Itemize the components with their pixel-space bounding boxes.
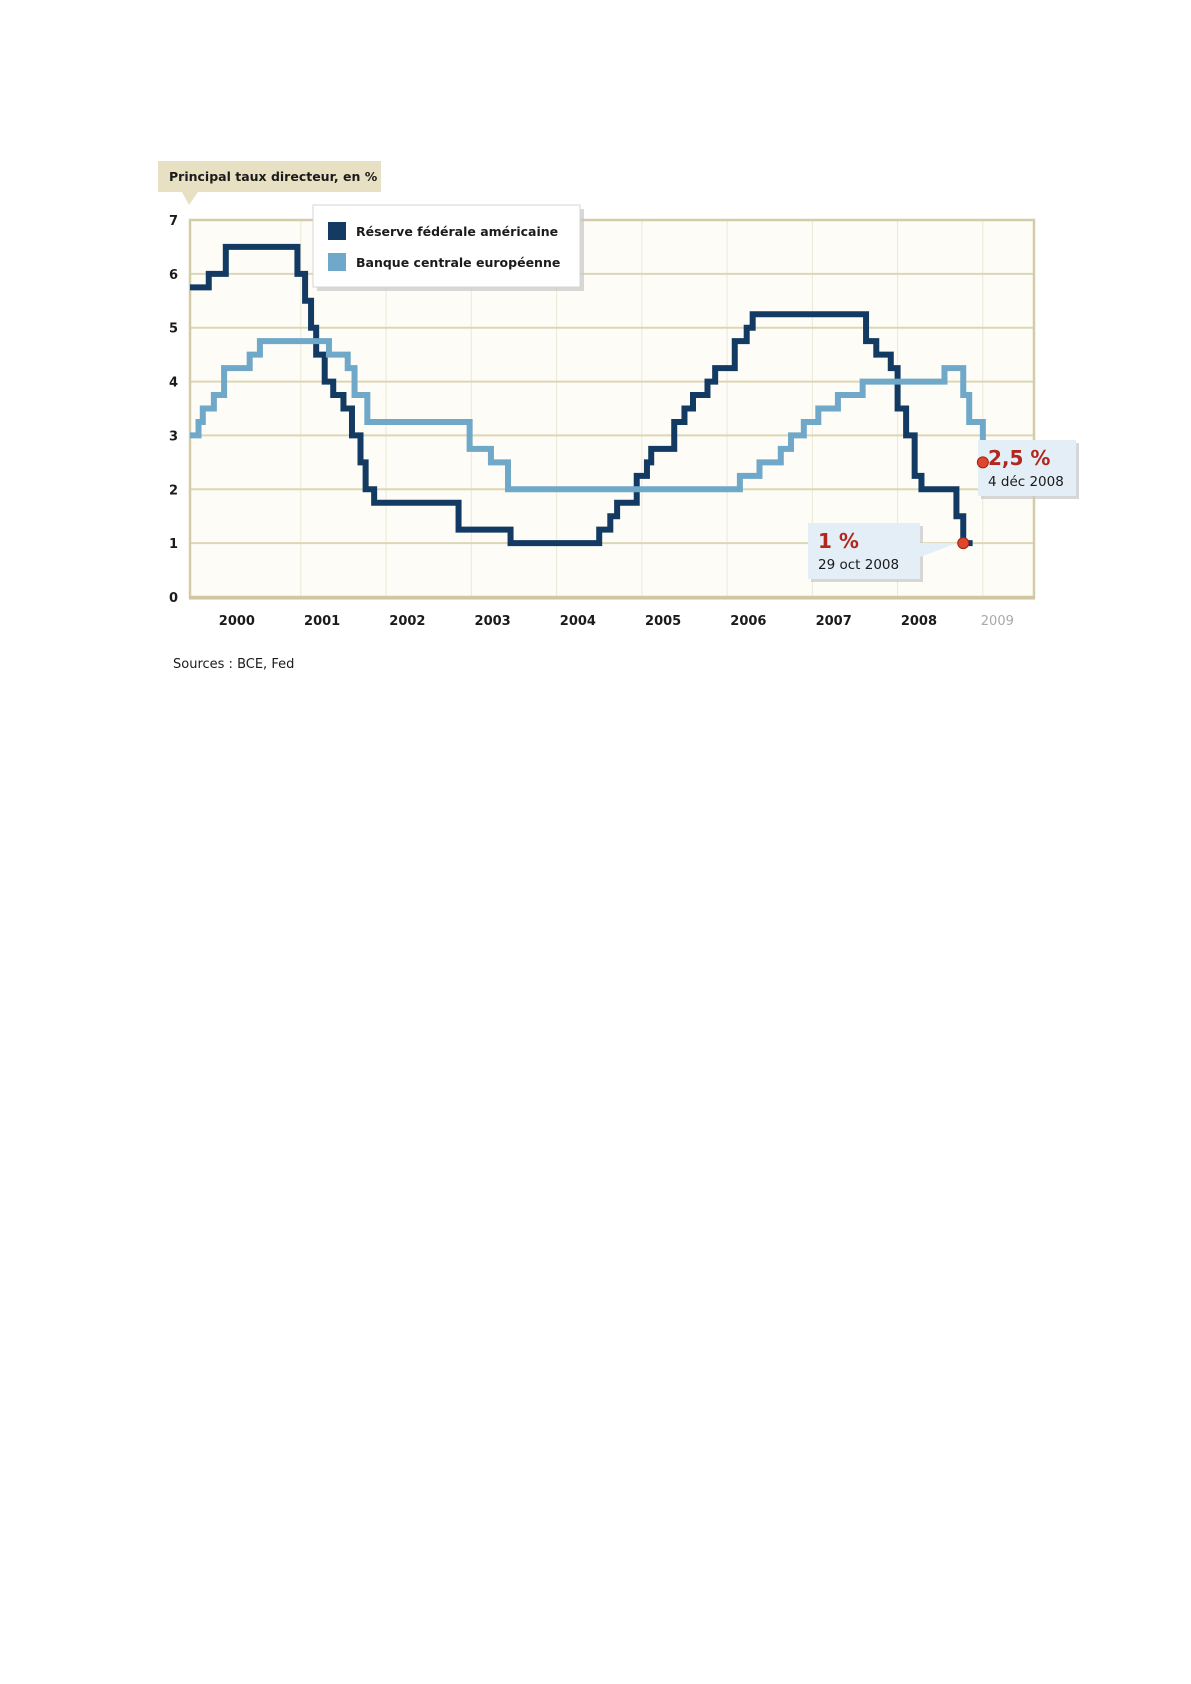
x-tick-label: 2003	[475, 614, 511, 629]
y-tick-label: 5	[169, 322, 178, 337]
ecb-rate-line	[190, 338, 986, 493]
y-tick-label: 7	[169, 214, 178, 229]
x-tick-label: 2005	[645, 614, 681, 629]
x-tick-label: 2006	[730, 614, 766, 629]
fed-rate-line	[190, 243, 973, 547]
x-tick-label: 2004	[560, 614, 596, 629]
annotation-marker	[976, 456, 989, 469]
source-note: Sources : BCE, Fed	[173, 657, 294, 672]
legend-swatch	[328, 253, 346, 271]
annotation-date: 4 déc 2008	[988, 474, 1064, 490]
annotation-date: 29 oct 2008	[818, 557, 899, 573]
annotation-value: 2,5 %	[988, 446, 1050, 470]
y-tick-label: 3	[169, 429, 178, 444]
y-tick-label: 6	[169, 268, 178, 283]
annotation-marker	[957, 537, 970, 550]
x-tick-label: 2000	[219, 614, 255, 629]
legend-swatch	[328, 222, 346, 240]
annotation-value: 1 %	[818, 529, 859, 553]
chart-svg: 0 1 2 3 4 5 6 7 2000 2001 2002 2003 2004 2005 2006 2007…	[158, 161, 1079, 672]
x-tick-label: 2001	[304, 614, 340, 629]
y-tick-label: 2	[169, 483, 178, 498]
x-tick-label: 2007	[816, 614, 852, 629]
legend-label: Banque centrale européenne	[356, 255, 560, 270]
legend-label: Réserve fédérale américaine	[356, 224, 558, 239]
annotation-box	[808, 523, 920, 579]
y-tick-label: 0	[169, 591, 178, 606]
x-tick-label: 2009	[981, 614, 1014, 629]
annotation-box	[978, 440, 1076, 496]
legend-box	[312, 204, 581, 288]
y-tick-label: 1	[169, 537, 178, 552]
rate-chart: 0 1 2 3 4 5 6 7 2000 2001 2002 2003 2004 2005 2006 2007…	[0, 0, 1191, 700]
x-tick-label: 2002	[389, 614, 425, 629]
x-tick-label: 2008	[901, 614, 937, 629]
ylabel: Principal taux directeur, en %	[169, 169, 378, 184]
y-tick-label: 4	[169, 376, 178, 391]
ylabel-tab	[158, 161, 381, 205]
annotation-pointer	[920, 543, 958, 557]
